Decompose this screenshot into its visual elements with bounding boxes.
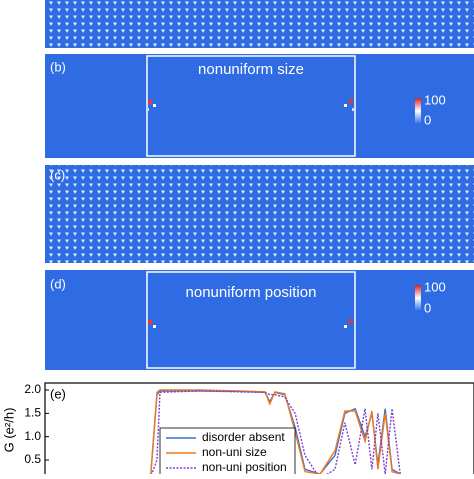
series-line — [150, 389, 401, 474]
map-panel — [45, 54, 474, 158]
panel-label: (c) — [50, 167, 65, 182]
y-axis-label: G (e²/h) — [1, 408, 16, 453]
colorbar-label: 0 — [424, 112, 431, 127]
panel-title: nonuniform size — [198, 61, 304, 78]
region-box — [146, 55, 356, 157]
lattice-panel — [45, 0, 474, 48]
legend-label: disorder absent — [202, 430, 285, 444]
colorbar — [415, 285, 421, 311]
legend-label: non-uni position — [202, 460, 287, 474]
plot-frame — [44, 382, 474, 479]
y-tick-label: 0.5 — [24, 452, 41, 466]
y-tick-label: 2.0 — [24, 382, 41, 396]
colorbar-label: 100 — [424, 92, 446, 107]
series-line — [151, 390, 401, 474]
colorbar — [415, 98, 421, 124]
panel-label: (d) — [50, 276, 66, 291]
map-panel — [45, 270, 474, 370]
y-tick-label: 1.5 — [24, 406, 41, 420]
colorbar-label: 0 — [424, 300, 431, 315]
colorbar-label: 100 — [424, 279, 446, 294]
panel-title: nonuniform position — [186, 284, 317, 301]
legend-label: non-uni size — [202, 445, 267, 459]
lattice-panel — [45, 165, 474, 263]
panel-label: (b) — [50, 59, 66, 74]
y-tick-label: 1.0 — [24, 429, 41, 443]
hot-spots — [148, 319, 353, 328]
hot-spots — [146, 99, 355, 111]
region-box — [146, 271, 356, 369]
panel-label: (e) — [50, 386, 66, 401]
